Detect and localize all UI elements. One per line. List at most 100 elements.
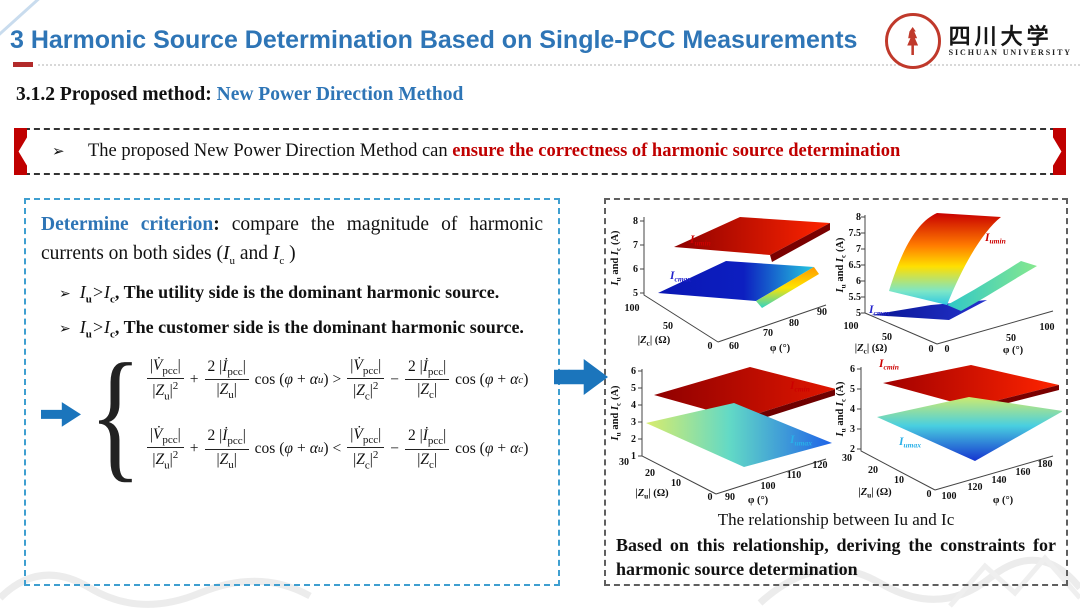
y-tick: 5 — [631, 383, 636, 394]
bullet-customer-side: ➢ Iu>Ic, The customer side is the dominan… — [41, 315, 543, 343]
y-axis-label: Iu and Ic (A) — [610, 385, 623, 442]
series-label-iumax: Iumax — [789, 434, 812, 448]
surface-iumin-edge — [770, 223, 830, 262]
y-tick: 6 — [631, 366, 636, 377]
y-tick: 8 — [856, 212, 861, 223]
zu-axis-label: |Zu| (Ω) — [635, 488, 669, 501]
subtitle-method-name: New Power Direction Method — [216, 84, 464, 105]
y-axis-label: Iu and Ic (A) — [835, 381, 848, 438]
surface-iumax — [877, 397, 1062, 461]
criterion-close-paren: ) — [284, 243, 296, 265]
equation-system: { |V̇pcc| |Zu|2 +2 |İpcc| |Zu| cos (φ + α u) >… — [41, 342, 543, 487]
comma: , — [114, 281, 120, 302]
zc-axis-label: |Zc| (Ω) — [638, 335, 671, 348]
y-tick: 6 — [856, 276, 861, 287]
phi-tick: 90 — [817, 307, 827, 318]
math-iu: I — [222, 243, 230, 265]
y-tick: 5 — [633, 288, 638, 299]
bullet-text: The customer side is the dominant harmon… — [123, 316, 524, 337]
axes-lines — [643, 217, 827, 343]
math-ic: I — [104, 281, 111, 302]
y-tick: 7.5 — [849, 228, 862, 239]
phi-tick: 100 — [1040, 322, 1055, 333]
phi-tick: 90 — [725, 492, 735, 503]
zc-tick: 100 — [844, 321, 859, 332]
series-label-icmax: Icmax — [669, 270, 691, 284]
y-axis-label: Iu and Ic (A) — [610, 230, 623, 287]
zc-tick: 100 — [625, 303, 640, 314]
series-label-iumax: Iumax — [898, 436, 921, 450]
banner-text-black: The proposed New Power Direction Method … — [88, 141, 453, 161]
zu-tick: 20 — [645, 468, 655, 479]
y-tick: 6 — [850, 364, 855, 375]
equation-row-utility: |V̇pcc| |Zu|2 +2 |İpcc| |Zu| cos (φ + α u) > |V… — [145, 357, 528, 402]
math-iu-sub: u — [85, 328, 92, 341]
zu-tick: 0 — [708, 492, 713, 503]
banner-text: The proposed New Power Direction Method … — [88, 141, 900, 162]
criterion-bullets: ➢ Iu>Ic, The utility side is the dominant… — [41, 280, 543, 343]
banner-text-red: ensure the correctness of harmonic sourc… — [452, 141, 901, 161]
plot-3d-zu-100-180: 6 5 4 3 2 30 20 10 0 100 120 140 160 180… — [835, 358, 1062, 506]
math-ic: I — [104, 316, 111, 337]
logo-english-name: SICHUAN UNIVERSITY — [948, 47, 1072, 57]
y-tick: 4 — [850, 404, 855, 415]
phi-axis-label: φ (°) — [1003, 345, 1024, 355]
phi-axis-label: φ (°) — [993, 495, 1014, 506]
y-tick: 8 — [633, 216, 638, 227]
zu-tick: 20 — [868, 465, 878, 476]
series-label-icmin: Icmin — [878, 358, 899, 372]
criterion-panel: Determine criterion: compare the magnitu… — [24, 198, 560, 586]
surface-iumin-tail — [947, 261, 1037, 311]
relation-symbol: > — [91, 316, 105, 337]
equation-row-customer: |V̇pcc| |Zu|2 +2 |İpcc| |Zu| cos (φ + α u) < |V… — [145, 426, 528, 472]
title-accent-dash — [13, 62, 33, 67]
math-iu-sub: u — [229, 255, 235, 268]
series-label-iumin: Iumin — [689, 234, 711, 248]
y-tick: 7 — [856, 244, 861, 255]
phi-tick: 60 — [729, 341, 739, 352]
plot-3d-zu-90-120: 6 5 4 3 2 1 30 20 10 0 90 100 110 120 |Z… — [610, 366, 835, 506]
criterion-heading-rest: compare the magnitude of harmonic curren… — [41, 214, 543, 265]
surface-icmin — [654, 367, 835, 419]
y-tick: 2 — [850, 444, 855, 455]
series-label-icmin: Icmin — [789, 380, 810, 394]
phi-tick: 0 — [945, 344, 950, 355]
y-tick: 5 — [850, 384, 855, 395]
zu-tick: 10 — [894, 475, 904, 486]
surface-plots-grid: 8 7 6 5 100 50 0 60 70 80 90 |Zc| (Ω) φ … — [608, 203, 1064, 507]
phi-tick: 120 — [968, 482, 983, 493]
y-tick: 5 — [856, 308, 861, 319]
phi-tick: 50 — [1006, 333, 1016, 344]
bullet-utility-side: ➢ Iu>Ic, The utility side is the dominant… — [41, 280, 543, 308]
zc-tick: 50 — [882, 332, 892, 343]
surface-icmax-edge — [756, 267, 819, 308]
subtitle-number: 3.1.2 Proposed method: — [16, 84, 217, 105]
surface-icmin — [883, 365, 1059, 407]
comma: , — [114, 316, 120, 337]
y-tick: 4 — [631, 400, 636, 411]
bullet-arrow-icon: ➢ — [59, 285, 71, 302]
phi-axis-label: φ (°) — [770, 343, 791, 354]
phi-axis-label: φ (°) — [748, 495, 769, 506]
y-axis-label: Iu and Ic (A) — [835, 237, 848, 294]
zu-tick: 0 — [927, 489, 932, 500]
surface-iumin — [674, 217, 830, 255]
logo-chinese-name: 四川大学 — [948, 23, 1053, 49]
phi-tick: 100 — [761, 481, 776, 492]
math-iu: I — [79, 281, 86, 302]
zu-tick: 30 — [619, 457, 629, 468]
y-tick: 1 — [631, 451, 636, 462]
logo-text: 四川大学 SICHUAN UNIVERSITY — [948, 23, 1072, 58]
axis-ticks — [857, 368, 861, 450]
phi-tick: 140 — [992, 475, 1007, 486]
phi-tick: 110 — [787, 470, 801, 481]
math-ic-sub: c — [279, 255, 285, 268]
bullet-text: The utility side is the dominant harmoni… — [123, 281, 500, 302]
banner-right-bracket — [1053, 128, 1066, 175]
zc-tick: 50 — [663, 321, 673, 332]
zc-tick: 0 — [708, 341, 713, 352]
panel-link-arrow-icon — [554, 359, 608, 395]
y-tick: 6.5 — [849, 260, 862, 271]
plot-3d-zc-60-90: 8 7 6 5 100 50 0 60 70 80 90 |Zc| (Ω) φ … — [610, 216, 830, 354]
